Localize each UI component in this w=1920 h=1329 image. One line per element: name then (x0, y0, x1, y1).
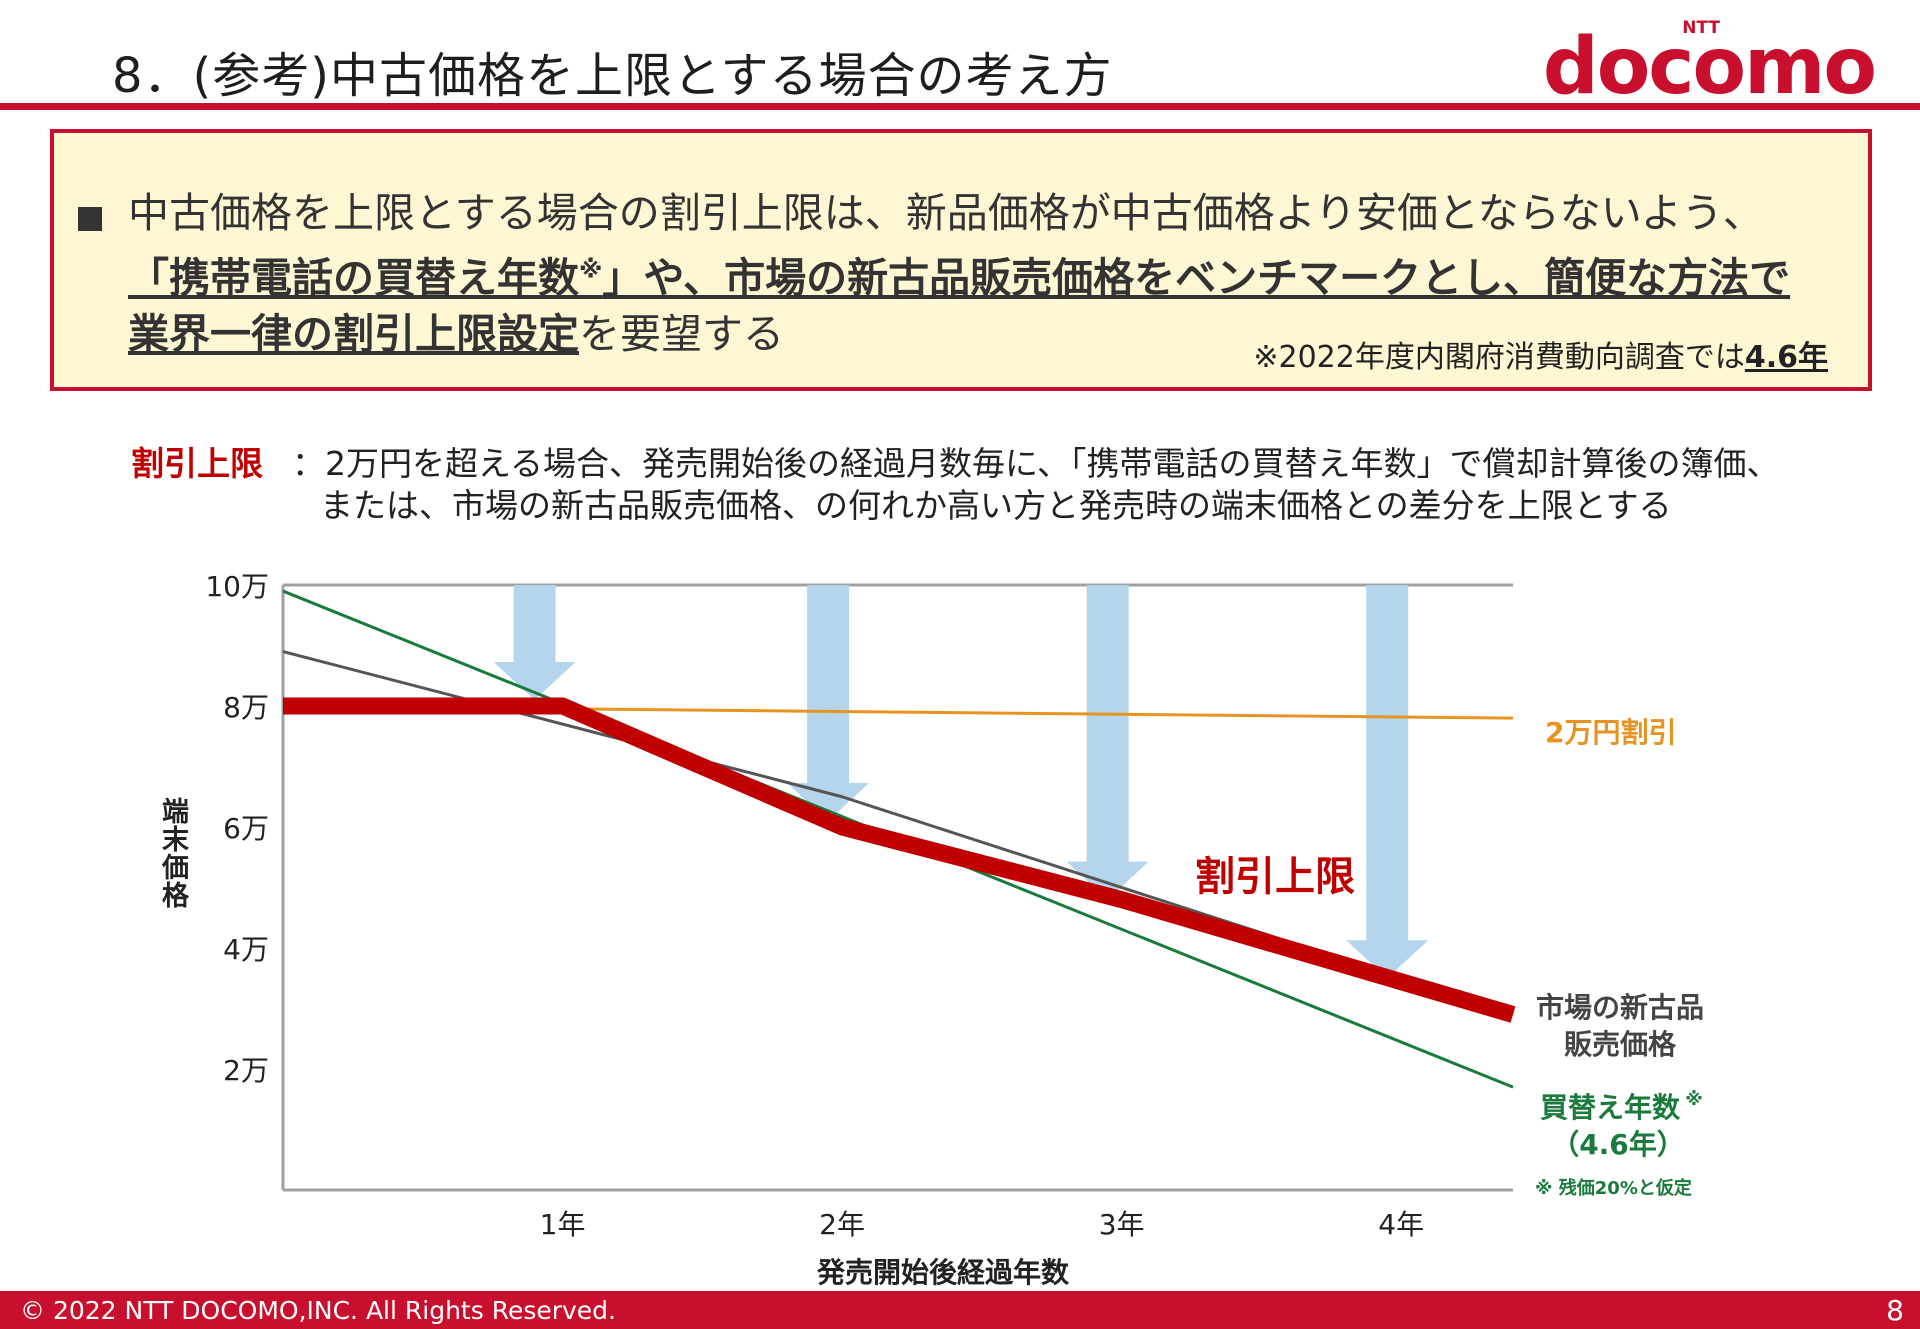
definition-line1: ：2万円を超える場合、発売開始後の経過月数毎に、「携帯電話の買替え年数」で償却計… (292, 444, 1780, 483)
market-series-label: 市場の新古品 (1536, 991, 1704, 1024)
footnote-mark: ※ (579, 255, 603, 283)
summary-emphasis-1: 「携帯電話の買替え年数※」や、市場の新古品販売価格をベンチマークとし、簡便な方法… (128, 254, 1790, 302)
replacement-series-label: 買替え年数 (1540, 1091, 1681, 1124)
header-divider (0, 103, 1920, 110)
survey-footnote-text: ※2022年度内閣府消費動向調査では (1253, 340, 1745, 375)
y-axis-label: 端末価格 (157, 797, 188, 909)
market-series-label: 販売価格 (1564, 1028, 1677, 1061)
limit-series-label: 割引上限 (1195, 854, 1355, 900)
x-tick-label: 1年 (540, 1208, 586, 1241)
y-tick-label: 8万 (223, 691, 269, 724)
x-tick-label: 2年 (819, 1208, 865, 1241)
replacement-years-term: 「携帯電話の買替え年数 (128, 253, 579, 302)
summary-request: を要望する (579, 309, 784, 358)
x-tick-label: 4年 (1378, 1208, 1424, 1241)
y-tick-label: 4万 (223, 933, 269, 966)
down-arrow-icon (1066, 585, 1149, 900)
down-arrow-icon (1346, 585, 1429, 979)
residual-value-note: ※ 残価20%と仮定 (1535, 1177, 1692, 1199)
y-tick-label: 2万 (223, 1054, 269, 1087)
summary-text: 中古価格を上限とする場合の割引上限は、新品価格が中古価格より安価とならないよう、… (128, 185, 1868, 362)
footer-bar: © 2022 NTT DOCOMO,INC. All Rights Reserv… (0, 1291, 1920, 1329)
logo-ntt: NTT (1682, 18, 1720, 38)
replacement-series-label: （4.6年） (1551, 1128, 1685, 1161)
summary-callout: 中古価格を上限とする場合の割引上限は、新品価格が中古価格より安価とならないよう、… (50, 129, 1872, 391)
benchmark-phrase: 」や、市場の新古品販売価格をベンチマークとし、簡便な方法で (602, 253, 1791, 302)
y-tick-label: 10万 (205, 570, 269, 603)
definition-line2: または、市場の新古品販売価格、の何れか高い方と発売時の端末価格との差分を上限とす… (320, 486, 1672, 525)
summary-line1: 中古価格を上限とする場合の割引上限は、新品価格が中古価格より安価とならないよう、 (128, 189, 1764, 237)
square-bullet-icon (78, 207, 102, 231)
page-number: 8 (1886, 1294, 1904, 1327)
discount-limit-line (283, 697, 1516, 1023)
discount-series-label: 2万円割引 (1545, 716, 1676, 749)
down-arrow-icon (493, 585, 576, 700)
page-title: 8．(参考)中古価格を上限とする場合の考え方 (112, 48, 1113, 104)
survey-footnote-value: 4.6年 (1744, 340, 1828, 375)
summary-emphasis-2: 業界一律の割引上限設定 (128, 309, 579, 358)
replacement-footnote-mark: ※ (1685, 1089, 1703, 1110)
x-tick-label: 3年 (1099, 1208, 1145, 1241)
x-axis-label: 発売開始後経過年数 (816, 1256, 1070, 1289)
survey-footnote: ※2022年度内閣府消費動向調査では4.6年 (1253, 332, 1828, 376)
logo-docomo: docomo (1542, 22, 1877, 112)
copyright: © 2022 NTT DOCOMO,INC. All Rights Reserv… (20, 1296, 616, 1325)
docomo-logo: NTT docomo (1543, 18, 1890, 106)
definition-label: 割引上限 (131, 444, 263, 483)
y-tick-label: 6万 (223, 812, 269, 845)
down-arrow-icon (787, 585, 870, 821)
